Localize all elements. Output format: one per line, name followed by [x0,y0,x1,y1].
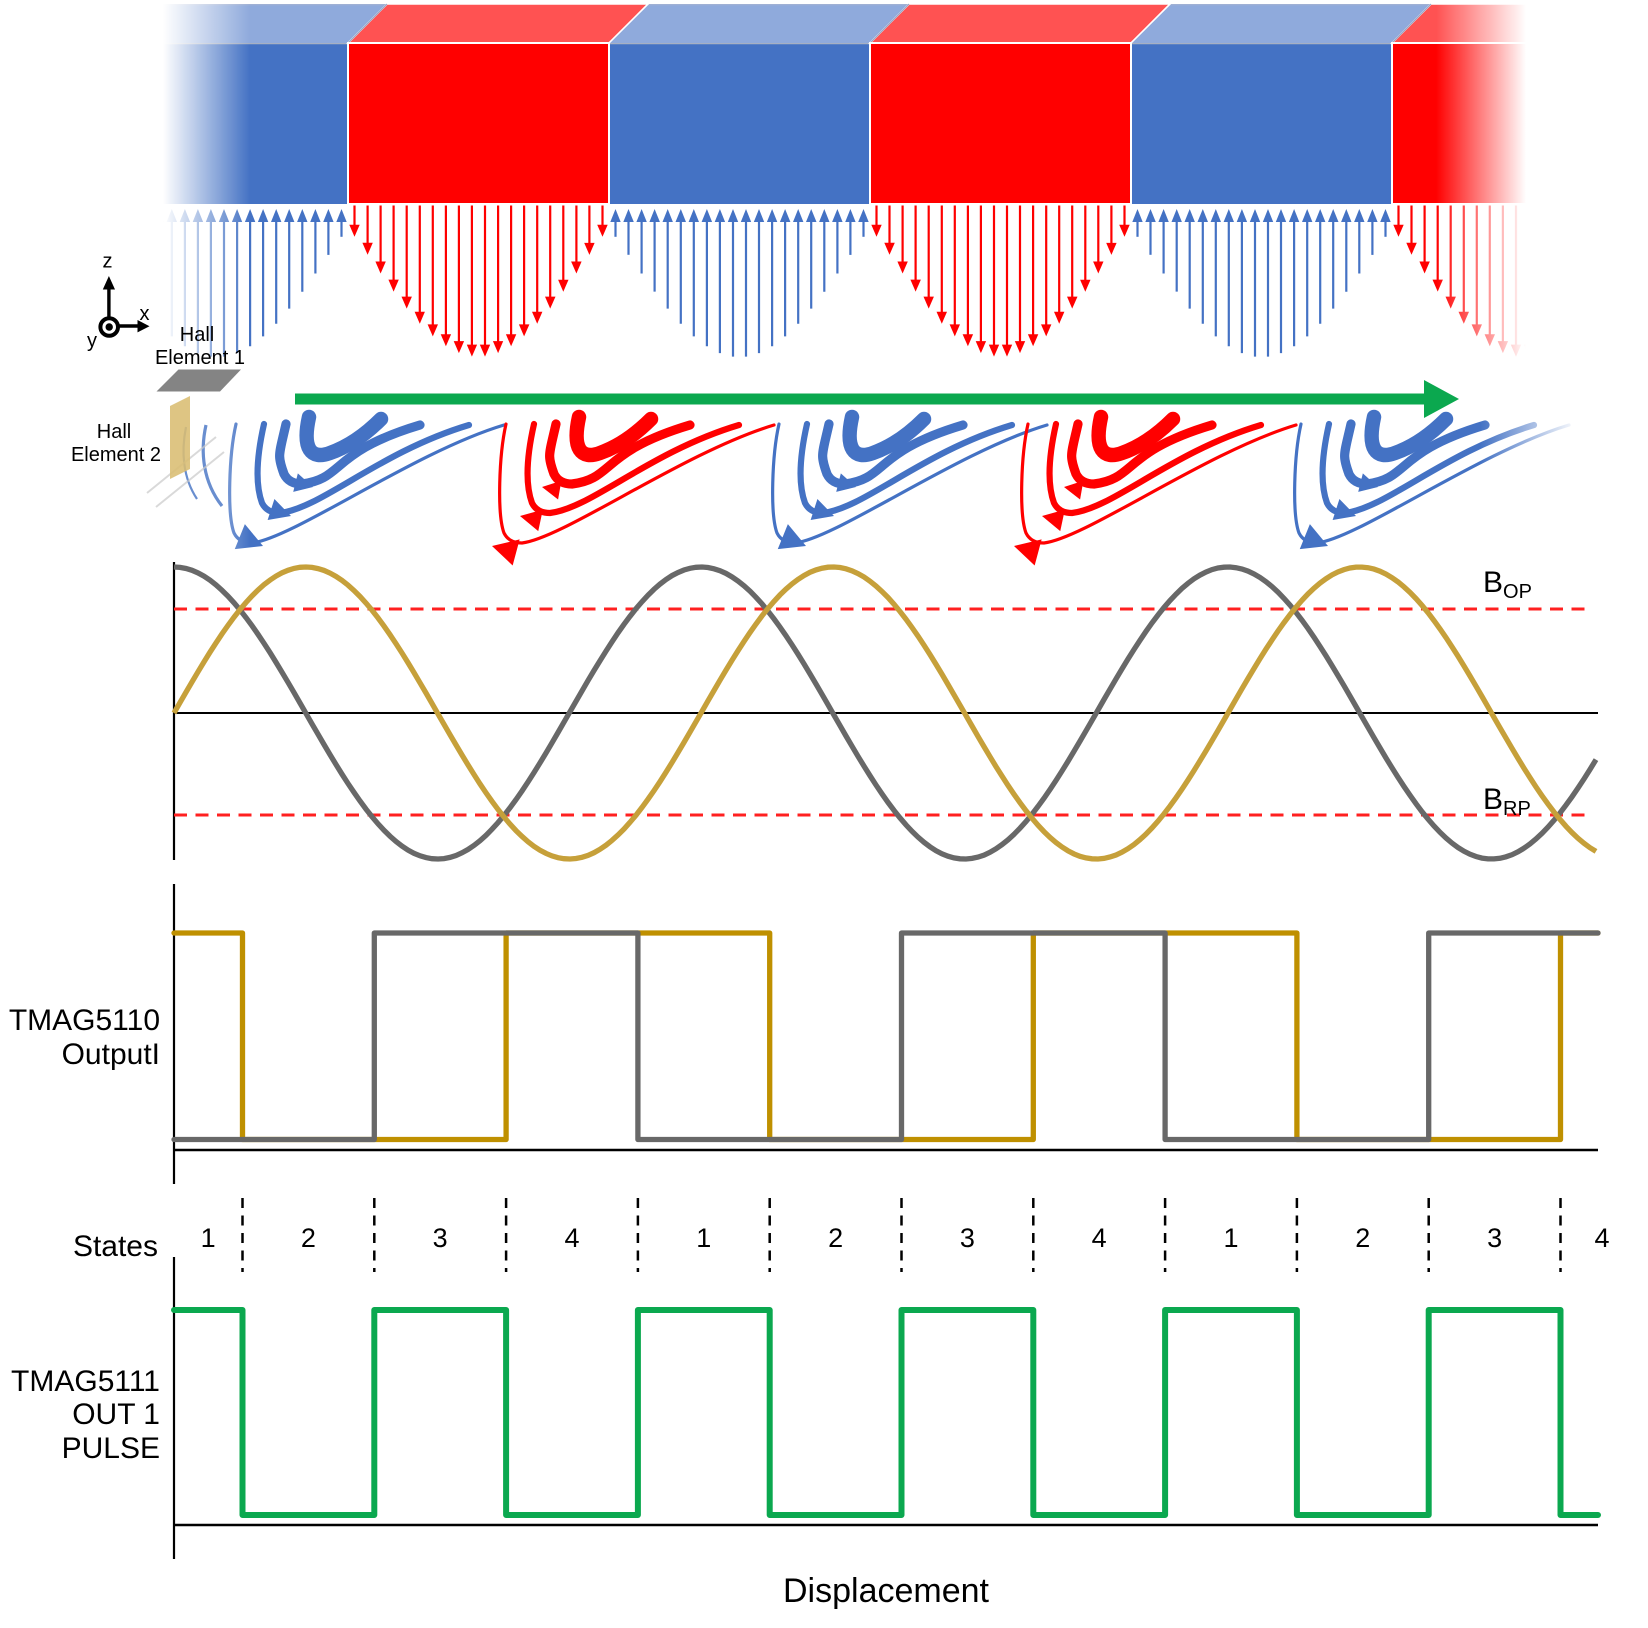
svg-text:Hall: Hall [180,324,214,346]
svg-text:PULSE: PULSE [62,1432,160,1465]
svg-text:Displacement: Displacement [783,1572,990,1610]
svg-text:x: x [140,303,150,325]
svg-text:2: 2 [828,1223,843,1253]
svg-text:1: 1 [696,1223,711,1253]
svg-text:States: States [73,1230,158,1263]
svg-text:z: z [103,251,113,273]
svg-text:3: 3 [433,1223,448,1253]
svg-text:OUT 1: OUT 1 [72,1398,160,1431]
svg-text:2: 2 [301,1223,316,1253]
svg-text:4: 4 [1092,1223,1107,1253]
svg-text:TMAG5111: TMAG5111 [11,1365,160,1398]
svg-text:TMAG5110: TMAG5110 [9,1004,160,1037]
svg-text:Element 1: Element 1 [155,347,245,369]
svg-text:OutputI: OutputI [62,1038,160,1071]
svg-text:1: 1 [1223,1223,1238,1253]
svg-text:1: 1 [201,1223,216,1253]
svg-text:3: 3 [960,1223,975,1253]
svg-text:3: 3 [1487,1223,1502,1253]
svg-text:2: 2 [1355,1223,1370,1253]
svg-text:Element 2: Element 2 [71,444,161,466]
svg-text:Hall: Hall [97,421,131,443]
svg-text:4: 4 [1594,1223,1609,1253]
svg-text:y: y [87,330,97,352]
svg-text:4: 4 [564,1223,579,1253]
